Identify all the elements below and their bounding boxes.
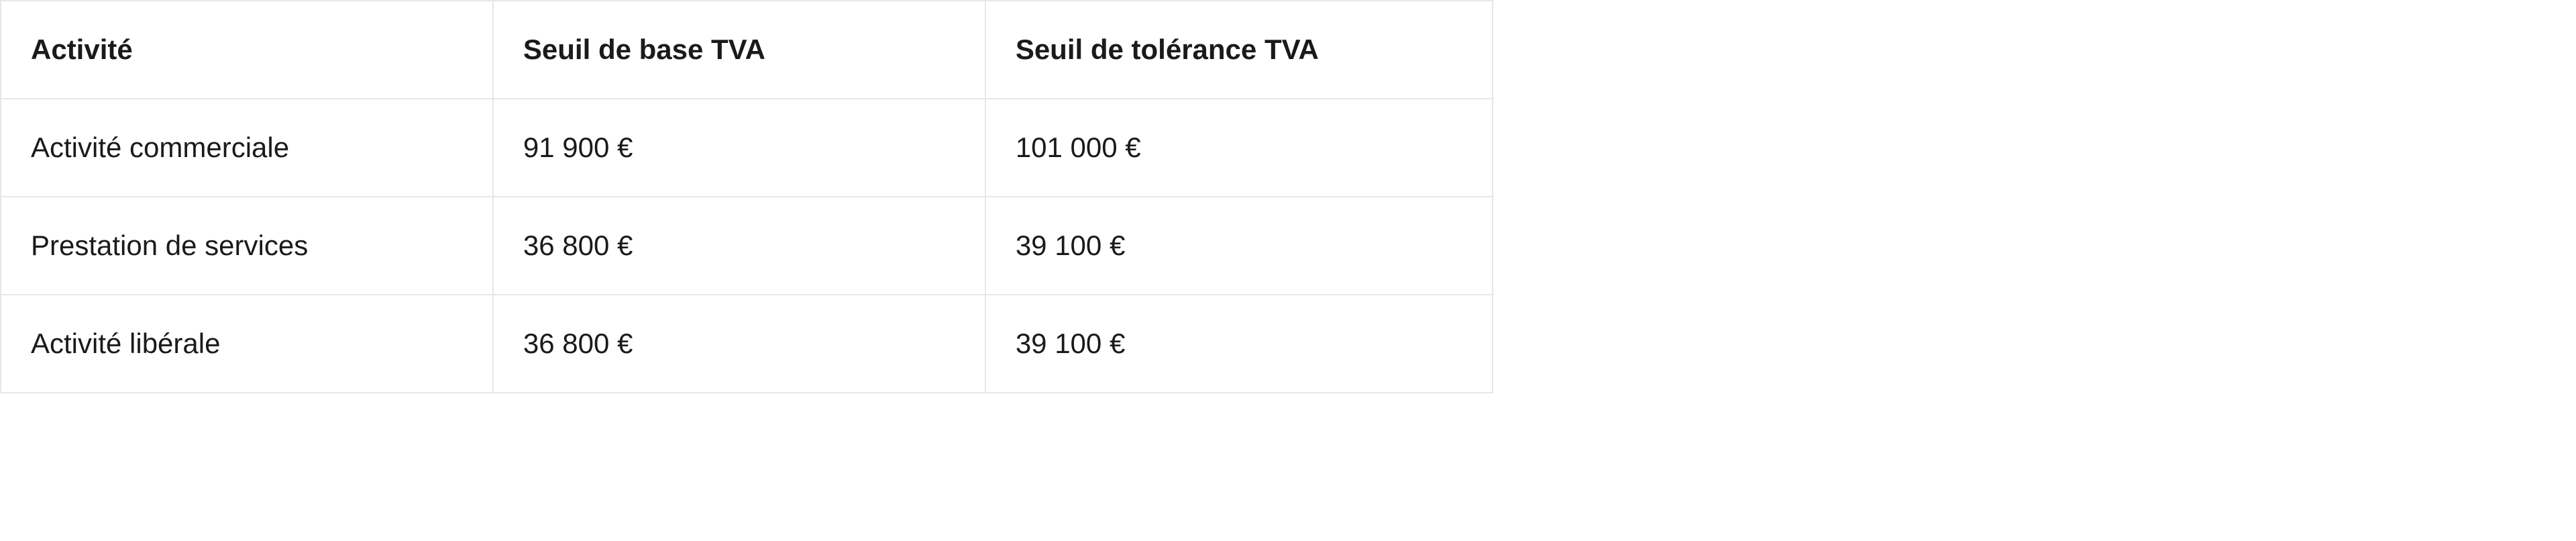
table-row: Activité libérale 36 800 € 39 100 €: [1, 295, 1493, 393]
cell-activity: Activité libérale: [1, 295, 493, 393]
table-row: Prestation de services 36 800 € 39 100 €: [1, 197, 1493, 295]
cell-base-threshold: 91 900 €: [493, 99, 985, 197]
cell-activity: Activité commerciale: [1, 99, 493, 197]
col-header-tolerance-threshold: Seuil de tolérance TVA: [985, 1, 1493, 99]
cell-base-threshold: 36 800 €: [493, 197, 985, 295]
tva-thresholds-table-wrapper: Activité Seuil de base TVA Seuil de tolé…: [0, 0, 1493, 393]
cell-activity: Prestation de services: [1, 197, 493, 295]
col-header-base-threshold: Seuil de base TVA: [493, 1, 985, 99]
cell-tolerance-threshold: 39 100 €: [985, 197, 1493, 295]
cell-tolerance-threshold: 101 000 €: [985, 99, 1493, 197]
cell-tolerance-threshold: 39 100 €: [985, 295, 1493, 393]
col-header-activity: Activité: [1, 1, 493, 99]
tva-thresholds-table: Activité Seuil de base TVA Seuil de tolé…: [0, 0, 1493, 393]
table-header-row: Activité Seuil de base TVA Seuil de tolé…: [1, 1, 1493, 99]
cell-base-threshold: 36 800 €: [493, 295, 985, 393]
table-row: Activité commerciale 91 900 € 101 000 €: [1, 99, 1493, 197]
